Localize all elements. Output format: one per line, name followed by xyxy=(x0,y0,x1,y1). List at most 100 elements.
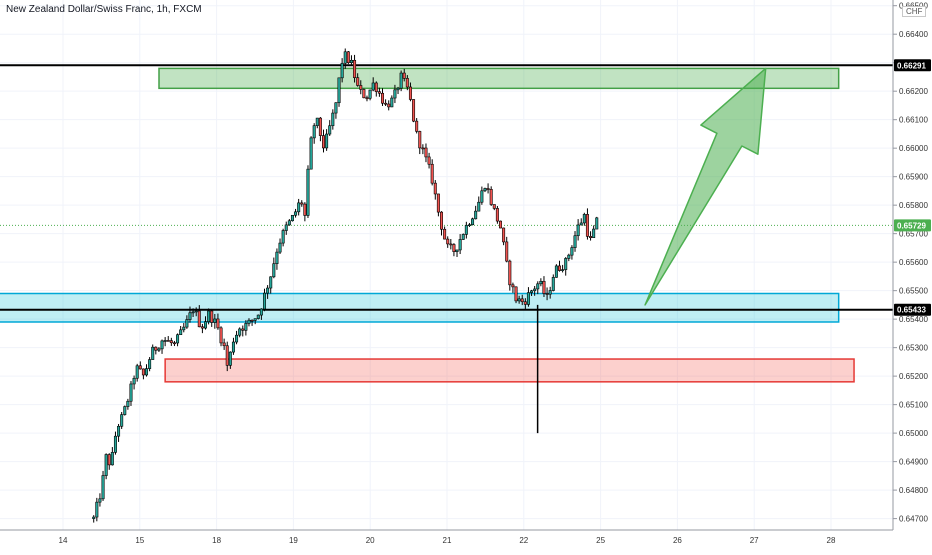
candle-body xyxy=(256,314,260,319)
y-tick-label: 0.65100 xyxy=(899,401,928,410)
candle-body xyxy=(387,103,391,108)
candle-body xyxy=(244,323,248,331)
candle-body xyxy=(359,85,363,90)
candle-body xyxy=(471,218,475,226)
candle-body xyxy=(570,247,574,256)
candle-body xyxy=(368,89,372,99)
candle-body xyxy=(536,283,540,290)
candle-body xyxy=(318,117,322,136)
candle-body xyxy=(405,78,409,88)
candle-body xyxy=(278,242,282,253)
candle-body xyxy=(213,318,217,323)
candle-body xyxy=(163,340,167,342)
candle-body xyxy=(269,276,273,289)
candle-body xyxy=(548,290,552,295)
candle-body xyxy=(443,228,447,240)
candle-body xyxy=(101,475,105,500)
price-label-support[interactable] xyxy=(894,303,931,316)
candle-body xyxy=(154,346,158,351)
currency-badge[interactable]: CHF xyxy=(902,6,927,17)
candle-body xyxy=(486,188,490,190)
candle-body xyxy=(135,365,139,379)
candle-body xyxy=(399,72,403,89)
candle-body xyxy=(449,243,453,246)
target-arrow[interactable] xyxy=(644,67,767,306)
x-tick-label: 18 xyxy=(212,536,221,545)
candle-body xyxy=(533,288,537,292)
candle-body xyxy=(374,82,378,92)
candle-body xyxy=(231,341,235,353)
candle-body xyxy=(113,435,117,453)
candle-body xyxy=(315,117,319,126)
supply-zone[interactable] xyxy=(158,67,840,90)
candle-body xyxy=(235,334,239,343)
x-tick-label: 28 xyxy=(827,536,836,545)
candle-body xyxy=(141,368,145,376)
candle-body xyxy=(567,254,571,259)
candle-body xyxy=(312,125,316,139)
y-tick-label: 0.66000 xyxy=(899,144,928,153)
candle-body xyxy=(287,220,291,226)
candle-body xyxy=(272,263,276,278)
candle-body xyxy=(551,277,555,291)
candle-body xyxy=(104,454,108,476)
candle-body xyxy=(182,326,186,331)
candle-body xyxy=(498,220,502,229)
y-tick-label: 0.66400 xyxy=(899,30,928,39)
candle-body xyxy=(222,342,226,347)
price-label-resistance[interactable] xyxy=(894,59,931,72)
candle-body xyxy=(92,516,96,519)
candle-body xyxy=(393,89,397,99)
candle-body xyxy=(120,414,124,427)
candle-body xyxy=(514,286,518,302)
candle-body xyxy=(166,340,170,342)
y-tick-label: 0.64900 xyxy=(899,458,928,467)
candle-body xyxy=(480,190,484,203)
candle-body xyxy=(489,189,493,205)
candle-body xyxy=(300,202,304,205)
candle-body xyxy=(539,280,543,285)
candle-body xyxy=(517,298,521,302)
candle-body xyxy=(294,211,298,216)
candle-body xyxy=(228,351,232,366)
candle-body xyxy=(461,234,465,240)
candle-body xyxy=(396,87,400,91)
candle-body xyxy=(169,340,173,344)
candle-body xyxy=(188,312,192,320)
candle-body xyxy=(576,224,580,237)
candle-body xyxy=(349,59,353,64)
y-tick-label: 0.65300 xyxy=(899,344,928,353)
candle-body xyxy=(446,238,450,245)
candle-body xyxy=(191,311,195,314)
demand-zone[interactable] xyxy=(164,358,855,383)
candle-body xyxy=(297,202,301,213)
candle-body xyxy=(585,214,589,237)
candle-body xyxy=(415,120,419,132)
candle-body xyxy=(98,498,102,503)
y-tick-label: 0.64800 xyxy=(899,486,928,495)
candle-body xyxy=(322,135,326,149)
candle-body xyxy=(334,102,338,114)
candle-body xyxy=(266,287,270,294)
candle-body xyxy=(138,365,142,370)
y-tick-label: 0.65800 xyxy=(899,201,928,210)
candle-body xyxy=(210,310,214,323)
candle-body xyxy=(554,265,558,278)
candle-body xyxy=(247,319,251,324)
candle-body xyxy=(381,92,385,104)
support-zone[interactable] xyxy=(0,292,840,323)
candle-body xyxy=(284,224,288,231)
candle-body xyxy=(408,86,412,100)
y-tick-label: 0.65900 xyxy=(899,173,928,182)
candle-body xyxy=(582,214,586,224)
candle-body xyxy=(377,91,381,94)
candle-body xyxy=(542,280,546,294)
candle-body xyxy=(433,182,437,195)
candle-body xyxy=(194,310,198,313)
candle-body xyxy=(564,258,568,270)
price-label-last-price[interactable] xyxy=(894,219,931,232)
candle-body xyxy=(259,308,263,316)
candle-body xyxy=(306,168,310,216)
candle-body xyxy=(126,400,130,407)
